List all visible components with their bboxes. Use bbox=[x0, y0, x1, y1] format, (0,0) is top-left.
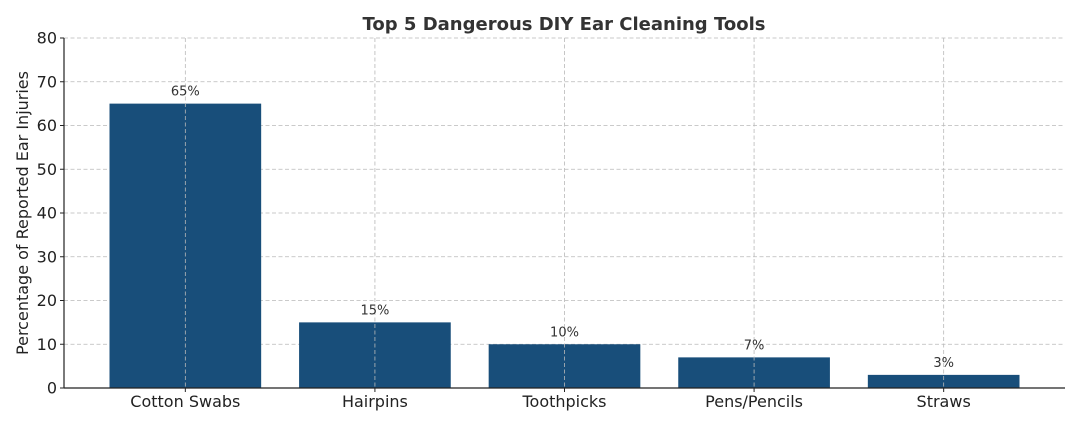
y-axis-title: Percentage of Reported Ear Injuries bbox=[13, 71, 32, 355]
data-label: 65% bbox=[171, 85, 200, 100]
x-tick-label: Toothpicks bbox=[521, 392, 606, 411]
y-tick-label: 70 bbox=[37, 72, 57, 91]
labels: 0 10 20 30 40 50 60 70 80 Cotton Swabs 65% Hairpins… bbox=[37, 29, 971, 412]
x-tick-label: Pens/Pencils bbox=[705, 392, 803, 411]
y-tick-label: 20 bbox=[37, 291, 57, 310]
bar bbox=[867, 374, 1020, 388]
data-label: 15% bbox=[360, 303, 389, 318]
y-tick-label: 0 bbox=[47, 379, 57, 398]
y-tick-label: 40 bbox=[37, 204, 57, 223]
data-label: 3% bbox=[933, 356, 954, 371]
y-tick-label: 50 bbox=[37, 160, 57, 179]
x-tick-label: Straws bbox=[917, 392, 971, 411]
y-tick-label: 80 bbox=[37, 29, 57, 48]
chart-title: Top 5 Dangerous DIY Ear Cleaning Tools bbox=[363, 14, 766, 35]
x-tick-label: Hairpins bbox=[342, 392, 408, 411]
data-label: 10% bbox=[550, 325, 579, 340]
y-tick-label: 10 bbox=[37, 335, 57, 354]
x-tick-label: Cotton Swabs bbox=[130, 392, 240, 411]
data-label: 7% bbox=[744, 338, 765, 353]
y-tick-label: 60 bbox=[37, 116, 57, 135]
axes bbox=[60, 37, 1065, 392]
y-tick-label: 30 bbox=[37, 247, 57, 266]
